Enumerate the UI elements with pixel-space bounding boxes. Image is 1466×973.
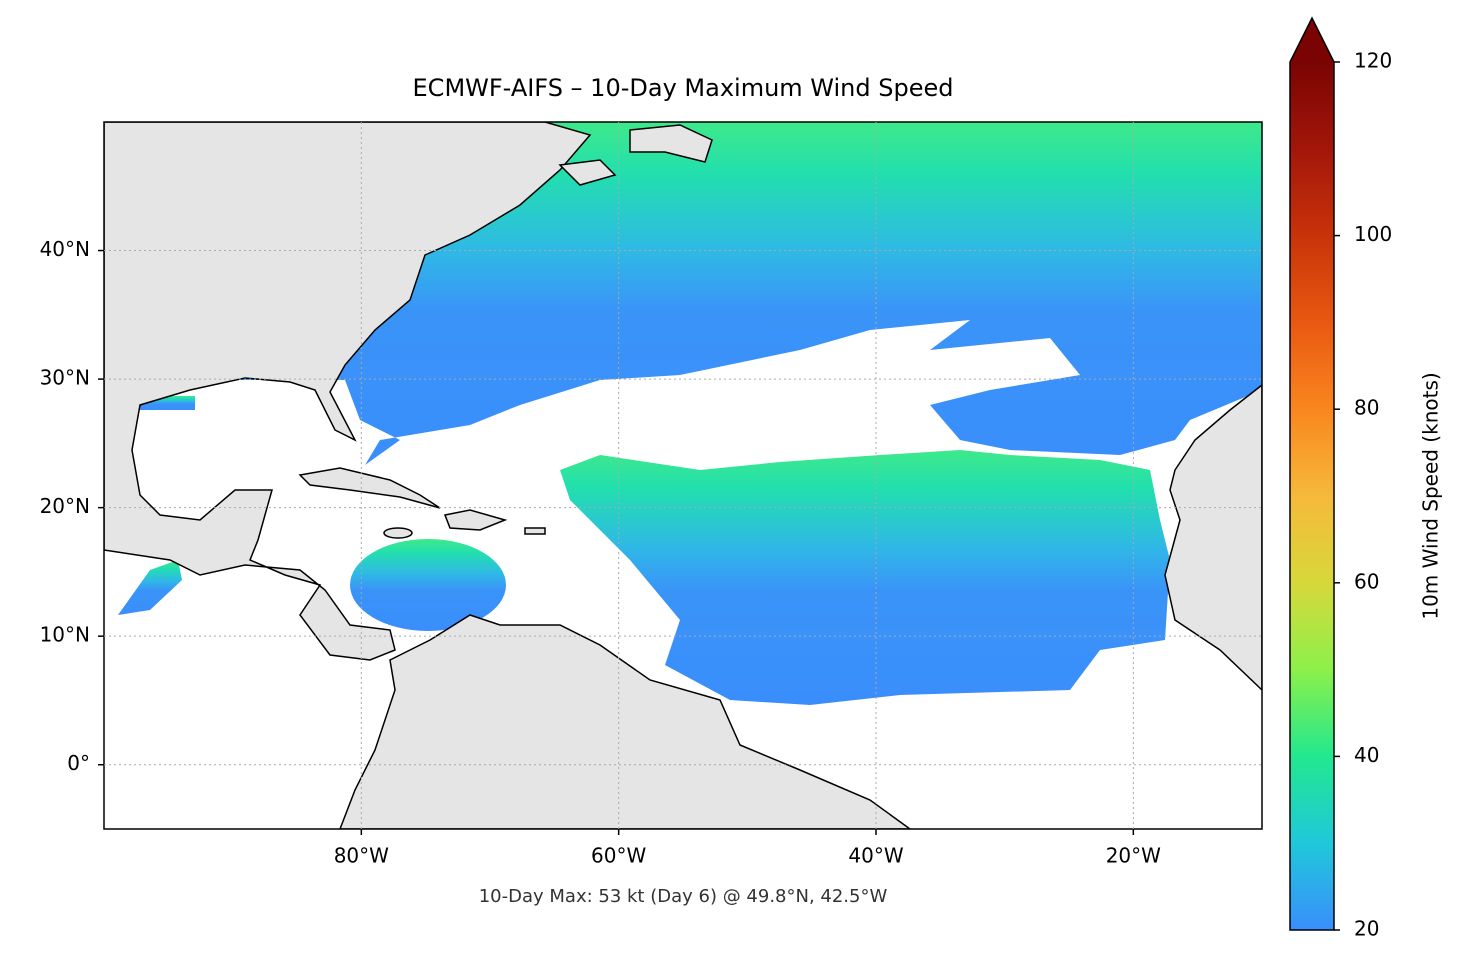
annotation: 10-Day Max: 53 kt (Day 6) @ 49.8°N, 42.5…	[479, 886, 888, 907]
land	[104, 122, 1262, 829]
x-tick-label: 60°W	[591, 844, 646, 868]
map	[104, 122, 1262, 829]
colorbar-extend	[1290, 18, 1334, 62]
chart-title: ECMWF-AIFS – 10-Day Maximum Wind Speed	[413, 74, 954, 102]
colorbar-scale	[1290, 62, 1334, 930]
colorbar-tick-label: 20	[1354, 917, 1379, 941]
colorbar-tick-label: 120	[1354, 49, 1392, 73]
x-tick-label: 40°W	[848, 844, 903, 868]
plot-frame	[103, 121, 1263, 830]
x-tick-label: 80°W	[334, 844, 389, 868]
colorbar-frame	[1289, 16, 1335, 931]
colorbar-label: 10m Wind Speed (knots)	[1419, 372, 1443, 619]
colorbar: 20 40 60 80 100 120	[1289, 16, 1392, 941]
y-tick-label: 40°N	[40, 237, 90, 261]
x-tick-label: 20°W	[1106, 844, 1161, 868]
colorbar-tick-label: 100	[1354, 222, 1392, 246]
colorbar-tick-label: 40	[1354, 743, 1379, 767]
y-tick-label: 10°N	[40, 623, 90, 647]
y-tick-label: 0°	[67, 751, 90, 775]
wind-peak	[630, 122, 1030, 212]
y-tick-label: 20°N	[40, 494, 90, 518]
colorbar-tick-label: 60	[1354, 569, 1379, 593]
y-tick-label: 30°N	[40, 366, 90, 390]
colorbar-tick-label: 80	[1354, 396, 1379, 420]
